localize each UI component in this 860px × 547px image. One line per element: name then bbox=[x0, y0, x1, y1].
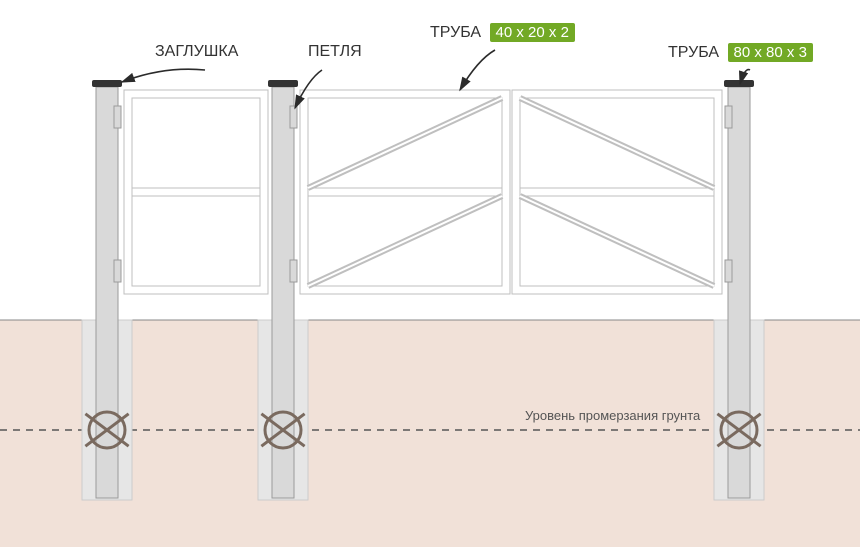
label-hinge: ПЕТЛЯ bbox=[308, 43, 362, 61]
gate-diagram bbox=[0, 0, 860, 547]
label-pipe-large: ТРУБА 80 х 80 х 3 bbox=[668, 43, 813, 62]
label-pipe-small: ТРУБА 40 х 20 х 2 bbox=[430, 23, 575, 42]
label-frost-line: Уровень промерзания грунта bbox=[525, 408, 700, 423]
label-cap: ЗАГЛУШКА bbox=[155, 43, 238, 61]
badge-pipe-large: 80 х 80 х 3 bbox=[728, 43, 813, 62]
badge-pipe-small: 40 х 20 х 2 bbox=[490, 23, 575, 42]
